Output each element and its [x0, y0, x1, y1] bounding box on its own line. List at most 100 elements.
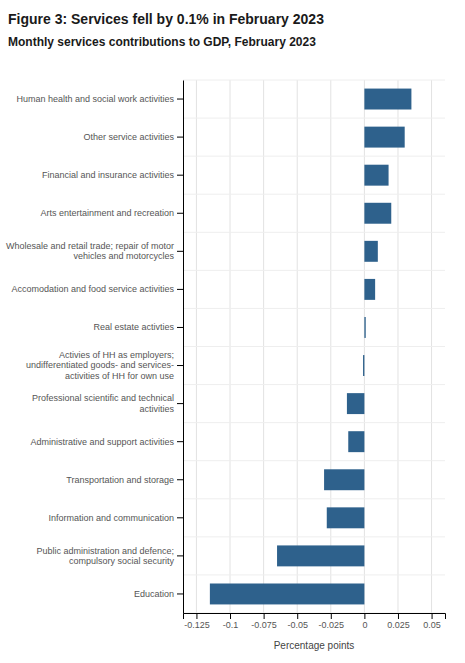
- y-tick-mark: [177, 555, 183, 556]
- y-tick-label-line: Activies of HH as employers;: [59, 350, 174, 360]
- y-tick-label-line: Education: [134, 589, 174, 599]
- y-tick-mark: [177, 441, 183, 442]
- y-tick-label: Real estate activties: [93, 322, 174, 332]
- row-separator: [183, 536, 445, 537]
- row-separator: [183, 80, 445, 81]
- y-tick-label: Activies of HH as employers;undifferenti…: [26, 350, 174, 381]
- y-tick-label-line: undifferentiated goods- and services-: [26, 360, 174, 370]
- y-tick-mark: [177, 137, 183, 138]
- row-separator: [183, 460, 445, 461]
- y-tick: Activies of HH as employers;undifferenti…: [26, 350, 183, 381]
- x-tick-label: -0.075: [251, 620, 277, 630]
- subtitle: Monthly services contributions to GDP, F…: [8, 35, 316, 49]
- y-tick-mark: [177, 479, 183, 480]
- x-tick: 0: [362, 613, 367, 630]
- y-tick-label-line: activities: [139, 404, 174, 414]
- y-tick: Administrative and support activities: [30, 437, 183, 447]
- x-tick: -0.125: [184, 613, 210, 630]
- x-tick-mark: [264, 613, 265, 619]
- y-tick-mark: [177, 517, 183, 518]
- y-tick-mark: [177, 403, 183, 404]
- row-separators: [183, 80, 445, 613]
- y-tick-label: Education: [134, 589, 174, 599]
- row-separator: [183, 498, 445, 499]
- x-axis-label: Percentage points: [274, 640, 355, 651]
- y-tick-mark: [177, 593, 183, 594]
- y-tick: Public administration and defence;compul…: [36, 546, 183, 566]
- row-separator: [183, 346, 445, 347]
- plot-area: -0.125 -0.1 -0.075 -0.05 -0.025 0 0.025 0.05 Edu…: [6, 80, 446, 651]
- bars: [210, 89, 412, 605]
- row-separator: [183, 270, 445, 271]
- bar: [277, 545, 364, 566]
- y-tick-label-line: Administrative and support activities: [30, 437, 174, 447]
- x-tick: 0.025: [387, 613, 410, 630]
- x-tick-label: 0.05: [423, 620, 441, 630]
- bar: [364, 279, 375, 300]
- bar: [364, 165, 388, 186]
- chart-container: Figure 3: Services fell by 0.1% in Febru…: [0, 0, 465, 663]
- x-tick-label: 0.025: [387, 620, 410, 630]
- y-tick-label-line: Accomodation and food service activities: [11, 284, 174, 294]
- y-tick-label-line: Professional scientific and technical: [32, 393, 174, 403]
- bar: [364, 203, 391, 224]
- x-tick-mark: [432, 613, 433, 619]
- bar: [364, 317, 365, 338]
- y-tick: Professional scientific and technicalact…: [32, 393, 183, 413]
- y-tick-label: Accomodation and food service activities: [11, 284, 174, 294]
- row-separator: [183, 422, 445, 423]
- y-tick: Accomodation and food service activities: [11, 284, 183, 294]
- y-axis-line: [183, 81, 184, 614]
- y-tick-label-line: compulsory social security: [69, 556, 175, 566]
- row-separator: [183, 156, 445, 157]
- y-tick-mark: [177, 213, 183, 214]
- y-tick-mark: [177, 175, 183, 176]
- y-tick-label-line: Information and communication: [48, 513, 174, 523]
- y-tick-label: Transportation and storage: [66, 475, 174, 485]
- bar: [347, 393, 364, 414]
- x-tick-mark: [230, 613, 231, 619]
- y-tick-mark: [177, 99, 183, 100]
- y-tick: Other service activities: [83, 132, 183, 142]
- y-tick: Wholesale and retail trade; repair of mo…: [6, 241, 183, 261]
- y-tick-label: Administrative and support activities: [30, 437, 174, 447]
- y-tick-label: Other service activities: [83, 132, 174, 142]
- y-tick: Financial and insurance activities: [42, 170, 183, 180]
- y-tick: Arts entertainment and recreation: [40, 208, 183, 218]
- bar: [364, 89, 411, 110]
- y-tick-label: Financial and insurance activities: [42, 170, 175, 180]
- y-tick-mark: [177, 289, 183, 290]
- y-tick: Human health and social work activities: [16, 94, 183, 104]
- x-tick-label: -0.05: [287, 620, 308, 630]
- x-tick-mark: [196, 613, 197, 619]
- y-tick-label: Human health and social work activities: [16, 94, 174, 104]
- x-axis: -0.125 -0.1 -0.075 -0.05 -0.025 0 0.025 0.05: [184, 613, 446, 630]
- x-tick-mark: [364, 613, 365, 619]
- x-tick: -0.1: [223, 613, 239, 630]
- y-tick-mark: [177, 327, 183, 328]
- bar: [363, 355, 364, 376]
- y-tick-label-line: Arts entertainment and recreation: [40, 208, 174, 218]
- y-tick: Transportation and storage: [66, 475, 183, 485]
- row-separator: [183, 232, 445, 233]
- x-axis-line: [184, 614, 446, 620]
- bar: [327, 507, 365, 528]
- y-tick-label: Professional scientific and technicalact…: [32, 393, 175, 413]
- y-tick-label-line: Wholesale and retail trade; repair of mo…: [6, 241, 174, 251]
- x-tick-mark: [331, 613, 332, 619]
- y-tick-label: Arts entertainment and recreation: [40, 208, 174, 218]
- y-tick-mark: [177, 251, 183, 252]
- x-tick: -0.075: [251, 613, 277, 630]
- x-tick-label: -0.025: [319, 620, 345, 630]
- x-tick-label: -0.1: [223, 620, 239, 630]
- row-separator: [183, 118, 445, 119]
- x-tick: -0.05: [287, 613, 308, 630]
- y-tick-mark: [177, 365, 183, 366]
- y-tick-label: Public administration and defence;compul…: [36, 546, 174, 566]
- y-tick-label: Information and communication: [48, 513, 174, 523]
- y-tick-label-line: Financial and insurance activities: [42, 170, 175, 180]
- y-axis: Education Public administration and defen…: [6, 81, 184, 614]
- row-separator: [183, 194, 445, 195]
- y-tick-label-line: Human health and social work activities: [16, 94, 174, 104]
- row-separator: [183, 308, 445, 309]
